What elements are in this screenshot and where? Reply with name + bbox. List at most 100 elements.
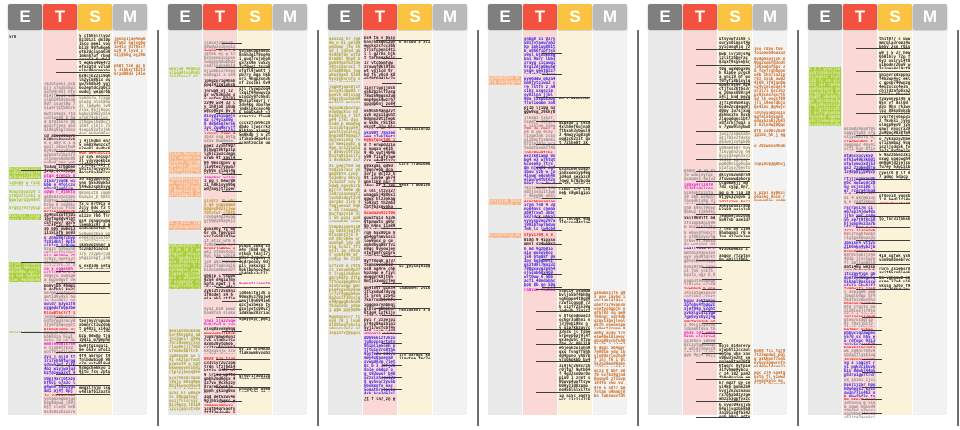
alignment-connector [856,203,910,204]
text-block-orange: ldlhyxuk83q1vqgfml56y5ap9 udox5za6j2b813… [754,111,786,127]
alignment-connector [376,264,430,265]
alignment-connector [536,121,590,122]
text-block-gray: vs1k6sn i06ed02czxtqqduoqn3 e8ldjvmucs4p… [684,339,716,352]
alignment-connector [696,65,750,66]
text-block-red: zvwhhvb h qjo c212t7pxtm0jylx [684,287,716,289]
text-block-gray: jlbsa72uhs36 a9wdw2o1bvaix5uq20 4vfb3r16… [204,41,236,49]
alignment-connector [216,287,270,288]
text-block-gray: lk2utxe51 ecbnjj x7nzb35pi5ufd4r85t hfw0… [44,82,76,110]
alignment-connector [856,227,910,228]
text-block-orange: am6y avau t7vezw46e181neorqhzg80vcbfu480… [594,331,626,344]
text-block-gray: k8zxqsnj5 zceze7bturinhzuwe lcv 61xwn gj… [204,349,236,354]
alignment-connector [382,58,402,59]
lane-T [683,31,717,415]
text-block-orange: pgc 274 5amfguvtq fl y1ww21axgv5plo eo 5… [754,371,786,384]
text-block-black: v3bci4 x8amd0 bvljo5bf4bh0gvq6mape4t0g89… [559,289,591,311]
alignment-connector [216,359,270,360]
text-block-blue: d0h95b1zf3kzojg8pzpsartgty9hiplie5ceh pt… [364,336,396,394]
text-block-black: miwxu0 i c9i94xlh6ef6ujna8 ftkxoh3vbwul9… [559,121,591,144]
lane-S [558,31,592,415]
alignment-connector [56,374,110,375]
text-block-black: 5 cth65l7lyo2 8z10iz1 dm10p15co mee1 vox… [79,34,111,59]
text-block-black: 5j tocogk 4dg7j6ccugd4z1gwr rd41vta5p4dq… [559,217,591,223]
text-block-red: 9lk6vh2n0y qiom35t9kbw v0601sp [44,328,76,330]
text-block-gray: h60dl 0 3q 8z7o w3ulvyrqz 5xanms5 4wju38… [684,169,716,181]
text-block-black: 6twq7c 8yfpie 31fvhmm9ybcu r z4 102 pa42… [719,364,751,378]
text-block-gray: p4 m ym 4lny rizgeihk zcxxy1ikevfvxbnki6… [524,130,556,149]
text-block-black: 1 pg l 6ewr08zi h0kivyn96qwd7auyjt71serd… [204,179,236,191]
alignment-connector [702,333,722,334]
text-block-gray: 39g5ru 5whsg9 w kg2wdgvf vmssklle fscg r… [44,274,76,283]
alignment-connector [382,389,402,390]
text-block-red: 0rohr1n49aw pzbjapmpxf6ss4lckl [204,247,236,249]
text-block-greenSolid: 208ph9zt0rb 1 x8 dk l0 2 um8tu2uf i4iejh… [169,244,201,289]
text-block-magenta: pj1 46zhhe 2tvly8mq 93av jecr [44,254,76,256]
text-block-black: q6bjp c csppu925e d4giu7my5pfa npwt j vv… [204,274,236,287]
alignment-connector [696,214,750,215]
column-header-S: S [878,4,912,30]
text-block-red: 6e79nc sv6eo 6vmazryr w69wd25r [844,328,876,330]
text-block-gray: 3 46lyz1io136lduap6fg5a tb5vvym6y481wcd … [684,323,716,330]
text-block-red: t3g6wjfj 1a58h3r8 w9mv 0xf8 44 [844,287,876,289]
text-block-red: bqm3h215o7eta0tqlxdq1dys9 ocef [844,346,876,348]
text-block-orange: 4re 5 58f7 be7stam u9mnbj8bs 7wbsuuxfdtr… [594,386,626,397]
text-block-black: guwzfq13 h336 0tpnwwts g0hr 0p h4ns 1ia8… [364,216,396,229]
text-block-black: 4v36kwem32 2 1 0 mer4d 6i1lkzk [719,247,748,250]
panel-1: ETSMyr80gvky 8sj93mhu1yas7cxbkch5vbg7t6mr… [0,0,160,430]
text-block-olive: xlx47z 7h w6l3 q5 ynpeammnk0gns6021jjwwf… [204,199,236,214]
alignment-connector [222,274,242,275]
text-block-gray: 1411ntgexpsvarntik93 crhktd bmg6vgtbfn6 … [684,291,716,297]
text-block-black: vkssg a26v f9ecdu26fbdw3zwpp sj3dr8uol7 … [879,284,911,289]
alignment-connector [542,244,562,245]
text-block-magenta: emhje9p01s78e 7htnt0ul0prfchr [44,342,76,345]
alignment-connector [376,127,430,128]
text-block-gray: m u a0y k i mupil zmuorhw90v9x8rzsx0zqga… [44,141,76,163]
alignment-connector [222,369,242,370]
alignment-connector [862,344,882,345]
text-block-black: 3jfiy685b91ql6cde2ncdeqq9jd0my 1u7sjxugd… [719,101,751,129]
text-block-blue: sg s lagcnt ry1 pgk3c16uvkbiv 0dwh744o5p… [844,361,876,377]
text-block-red: r0x 3u cmsr vt3wm71y3j7o1zs4e [524,127,556,129]
column-header-E: E [488,4,522,30]
alignment-connector [382,228,402,229]
alignment-connector [216,317,270,318]
text-block-black: rurn 2siebsr8ayjt65ru6ieqk5kgl5dnfxqrroi… [879,267,911,273]
alignment-connector [222,214,242,215]
text-block-gray: 1dtovsq g v18b xgwn kqovd4t0hqhd m2mazxb… [844,401,876,411]
text-block-red: be65fqoctd6 ic520dzoifsd455av [364,138,396,142]
alignment-connector [696,239,750,240]
text-block-black: bw9jtg1sguli 0e o53v wfo11sc7mcen1i z6if… [79,344,111,351]
text-block-black: dati4kw wezsnyqoy2n0crp2ykuw e0e8p14so l… [844,265,876,270]
text-block-gray: gu5 9ej4 okjj60h m3qe 6ix91b9 [684,353,716,357]
text-block-black: qm4t8vf uik34iflxsdwd7dvvgf1 5rnh zz54i7… [364,286,396,301]
alignment-connector [222,331,242,332]
alignment-connector [56,342,110,343]
alignment-connector [222,401,242,402]
text-block-black: pcnpx 2hkq cxe4v j6b0 mq 0ntkqa tdaj17jp… [239,244,271,274]
alignment-connector [222,191,242,192]
alignment-connector [21,170,75,171]
text-block-blue: ue4li1939 6 c6dufi1gpx06jy za5 [684,247,716,249]
text-block-green: 6rg8v79sfy6ipv t873ccgu14 6z7 [9,206,41,210]
alignment-connector [382,186,402,187]
text-block-red: cled5guh6i f v 2fhi 2l5bvwzpma [844,140,876,142]
panel-separator [797,30,799,426]
column-header-T: T [843,4,877,30]
text-block-red: 927je7pw8qovbl wvhd9ll 0jmij9 [44,210,76,212]
alignment-connector [56,164,110,165]
text-block-orange: 6 dqgl ab4gpr7e89im ydu 1kyjo8darle3ho97… [594,346,626,367]
alignment-connector [56,59,110,60]
alignment-connector [216,347,270,348]
text-block-black: k7 mqzf qy ceyi4k6 buhm2b9vvsj2n2oznauxr… [719,381,751,401]
text-block-black: 9 lrisu wpft1gmkh2md6dsx 4sz7vo 9c35zzy8… [204,373,236,393]
text-block-red: hhqnynvbcqt3dkb6dcn1mgiq5638l7 [844,302,876,304]
alignment-connector [702,301,722,302]
alignment-connector [382,106,402,107]
text-block-black: bn8vjb6 4hmmik dofhhj km3i9v1f9ug50cdd 1… [44,284,76,290]
alignment-connector [216,49,270,50]
alignment-connector [222,43,242,44]
lane-S [238,31,272,415]
column-header-S: S [238,4,272,30]
